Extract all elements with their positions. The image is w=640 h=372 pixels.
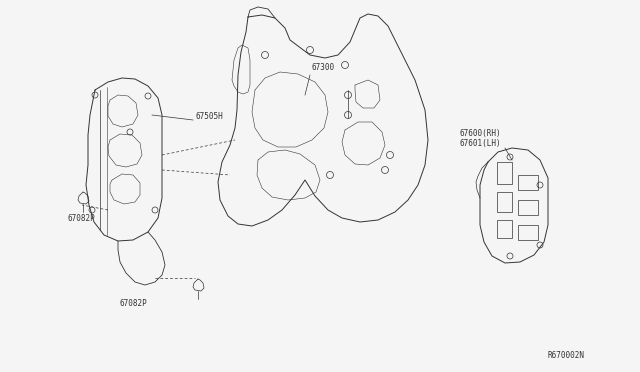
Text: 67600(RH): 67600(RH) bbox=[460, 129, 502, 138]
Bar bbox=[518, 175, 538, 190]
Text: 67505H: 67505H bbox=[195, 112, 223, 121]
Bar bbox=[518, 200, 538, 215]
Text: 67601(LH): 67601(LH) bbox=[460, 139, 502, 148]
Text: R670002N: R670002N bbox=[548, 352, 585, 360]
Text: 67300: 67300 bbox=[312, 63, 335, 72]
Bar bbox=[497, 220, 512, 238]
Bar bbox=[518, 225, 538, 240]
Text: 67082P: 67082P bbox=[120, 299, 148, 308]
Bar bbox=[497, 192, 512, 212]
Bar bbox=[497, 162, 512, 184]
Text: 67082P: 67082P bbox=[68, 214, 96, 222]
